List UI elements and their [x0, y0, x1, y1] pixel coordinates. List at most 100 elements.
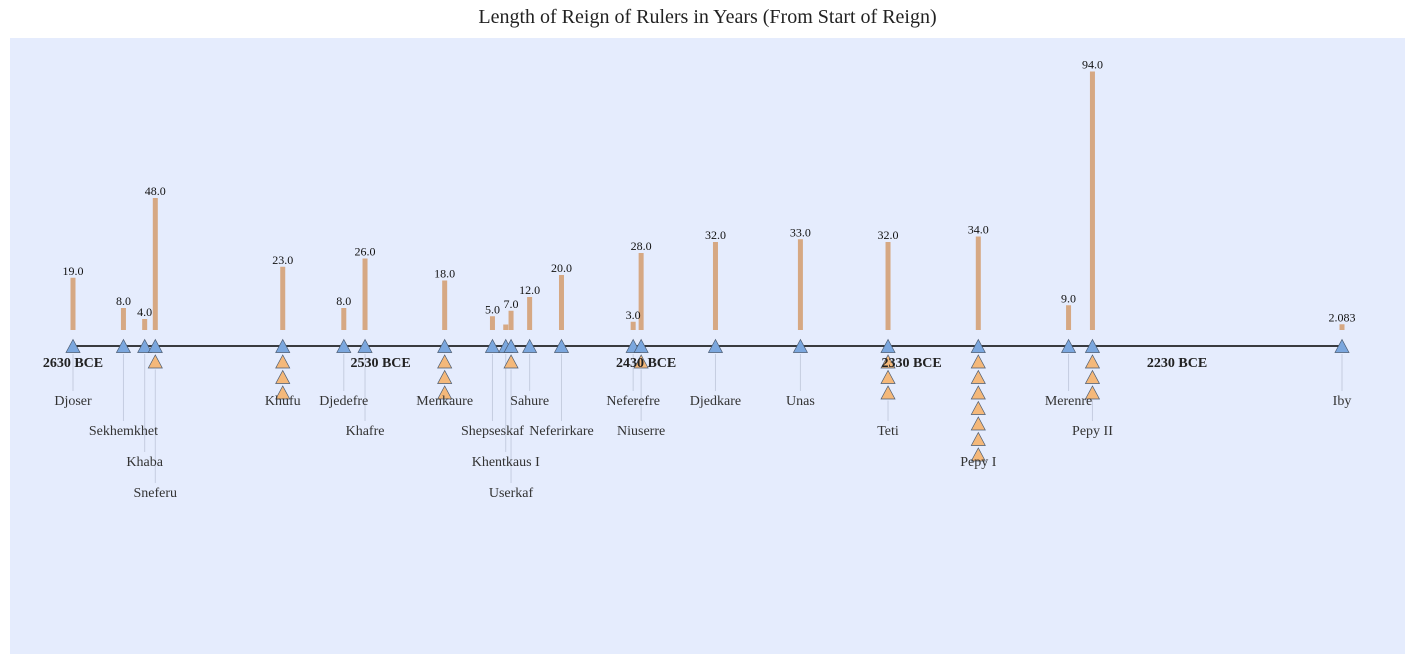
year-marker [970, 416, 986, 431]
reign-bar [1339, 324, 1345, 330]
reign-bar [508, 310, 514, 330]
year-marker [1084, 354, 1101, 369]
bar-value-label: 32.0 [878, 228, 899, 242]
ruler-name: Iby [1333, 394, 1352, 409]
year-label: 2430 BCE [616, 356, 676, 371]
year-label: 2330 BCE [881, 356, 941, 371]
year-label: 2230 BCE [1147, 356, 1207, 371]
year-marker [437, 354, 453, 369]
ruler-marker [522, 338, 538, 353]
year-marker [147, 354, 163, 369]
year-marker [970, 369, 986, 384]
reign-bar [797, 239, 803, 330]
reign-bar [503, 324, 509, 330]
ruler-marker [147, 338, 163, 353]
ruler-marker [970, 338, 986, 353]
reign-bar [120, 308, 126, 330]
ruler-marker [484, 338, 501, 353]
bar-value-label: 8.0 [116, 294, 131, 308]
ruler-marker [357, 338, 373, 353]
chart-title: Length of Reign of Rulers in Years (From… [478, 6, 937, 28]
ruler-name: Neferirkare [529, 424, 594, 439]
year-marker [880, 385, 896, 400]
ruler-name: Sahure [510, 394, 549, 409]
ruler-name: Menkaure [416, 394, 473, 409]
ruler-name: Khufu [265, 394, 301, 409]
bar-value-label: 5.0 [485, 302, 500, 316]
year-marker [633, 354, 649, 369]
ruler-name: Khaba [126, 455, 163, 470]
ruler-marker [115, 338, 132, 353]
bar-value-label: 20.0 [551, 261, 572, 275]
ruler-name: Sneferu [134, 486, 178, 501]
bar-value-label: 3.0 [626, 308, 641, 322]
bar-value-label: 48.0 [145, 184, 166, 198]
reign-bar [489, 316, 495, 330]
bar-value-label: 94.0 [1082, 58, 1103, 72]
year-marker [275, 369, 291, 384]
reign-bar [712, 242, 718, 330]
year-marker [970, 447, 986, 462]
ruler-marker [503, 338, 519, 353]
bar-value-label: 7.0 [504, 297, 519, 311]
year-marker [503, 354, 519, 369]
reign-bar [1089, 71, 1095, 330]
year-marker [1084, 369, 1101, 384]
ruler-marker [1084, 338, 1101, 353]
bar-value-label: 23.0 [272, 253, 293, 267]
ruler-marker [137, 338, 153, 353]
year-marker [275, 354, 291, 369]
bar-value-label: 19.0 [63, 264, 84, 278]
year-label: 2530 BCE [350, 356, 410, 371]
ruler-name: Userkaf [489, 486, 534, 501]
reign-bar [142, 319, 148, 330]
ruler-marker [275, 338, 291, 353]
ruler-name: Neferefre [606, 394, 660, 409]
ruler-marker [336, 338, 352, 353]
bar-value-label: 12.0 [519, 283, 540, 297]
year-marker [880, 354, 896, 369]
year-marker [970, 431, 986, 446]
year-label: 2630 BCE [43, 356, 103, 371]
reign-bar [341, 308, 347, 330]
ruler-name: Djedkare [690, 394, 741, 409]
ruler-marker [65, 338, 81, 353]
reign-bar [885, 242, 891, 330]
bar-value-label: 34.0 [968, 223, 989, 237]
year-marker [970, 354, 986, 369]
bar-value-label: 9.0 [1061, 291, 1076, 305]
reign-bar [630, 321, 636, 330]
ruler-name: Teti [877, 424, 899, 439]
ruler-name: Pepy I [960, 455, 997, 470]
reign-bar [558, 275, 564, 330]
bar-value-label: 2.083 [1329, 310, 1356, 324]
ruler-name: Djedefre [319, 394, 368, 409]
bar-value-label: 4.0 [137, 305, 152, 319]
reign-bar [1066, 305, 1072, 330]
reign-bar [638, 253, 644, 330]
year-marker [1084, 385, 1101, 400]
ruler-marker [792, 338, 809, 353]
bar-value-label: 8.0 [336, 294, 351, 308]
ruler-marker [707, 338, 724, 353]
year-marker [275, 385, 291, 400]
ruler-marker [1334, 338, 1350, 353]
ruler-name: Unas [786, 394, 815, 409]
reign-bar [442, 280, 448, 330]
year-marker [970, 385, 986, 400]
ruler-name: Sekhemkhet [89, 424, 158, 439]
ruler-marker [1060, 338, 1077, 353]
ruler-name: Merenre [1045, 394, 1092, 409]
ruler-marker [880, 338, 896, 353]
bar-value-label: 26.0 [355, 245, 376, 259]
bar-value-label: 18.0 [434, 267, 455, 281]
ruler-name: Shepseskaf [461, 424, 524, 439]
reign-bar [975, 236, 981, 330]
ruler-name: Niuserre [617, 424, 665, 439]
year-marker [970, 400, 986, 415]
ruler-marker [553, 338, 570, 353]
year-marker [437, 369, 453, 384]
bar-value-label: 33.0 [790, 225, 811, 239]
ruler-name: Khafre [346, 424, 385, 439]
